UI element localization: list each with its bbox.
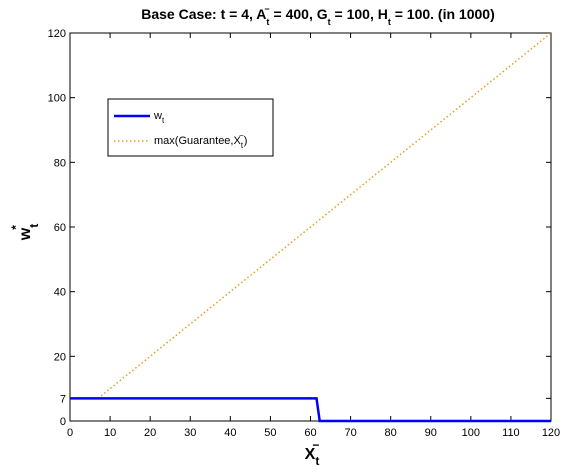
x-tick-label: 110 [502,427,520,439]
x-tick-label: 100 [462,427,480,439]
x-tick-label: 120 [542,427,560,439]
legend-label-max: max(Guarantee,Xt−) [154,131,247,150]
chart-title: Base Case: t = 4, At− = 400, Gt = 100, H… [141,4,495,27]
x-tick-label: 70 [344,427,356,439]
x-tick-label: 60 [304,427,316,439]
x-tick-label: 80 [385,427,397,439]
x-axis: 0 10 20 30 40 50 60 70 80 90 100 110 120 [67,33,560,439]
x-tick-label: 30 [184,427,196,439]
y-tick-label: 40 [54,287,66,299]
x-tick-label: 50 [264,427,276,439]
series-layer [70,32,552,423]
legend: wt max(Guarantee,Xt−) [107,98,274,157]
y-axis-label: wt* [9,224,41,241]
legend-label-w: wt [153,110,165,125]
y-tick-label: 60 [54,222,66,234]
x-tick-label: 10 [104,427,116,439]
series-line-w [70,397,551,423]
x-tick-label: 90 [425,427,437,439]
y-tick-label: 80 [54,157,66,169]
legend-box [107,98,274,157]
y-tick-label: 7 [60,393,66,405]
y-tick-label: 120 [48,28,66,40]
x-axis-label: Xt− [305,438,320,468]
x-tick-label: 20 [144,427,156,439]
x-tick-label: 0 [67,427,73,439]
y-tick-label: 0 [60,416,66,428]
y-tick-label: 100 [48,93,66,105]
y-tick-label: 20 [54,351,66,363]
svg-text:wt*: wt* [9,224,41,241]
x-tick-label: 40 [224,427,236,439]
y-axis: 0 7 20 40 60 80 100 120 [48,28,551,428]
